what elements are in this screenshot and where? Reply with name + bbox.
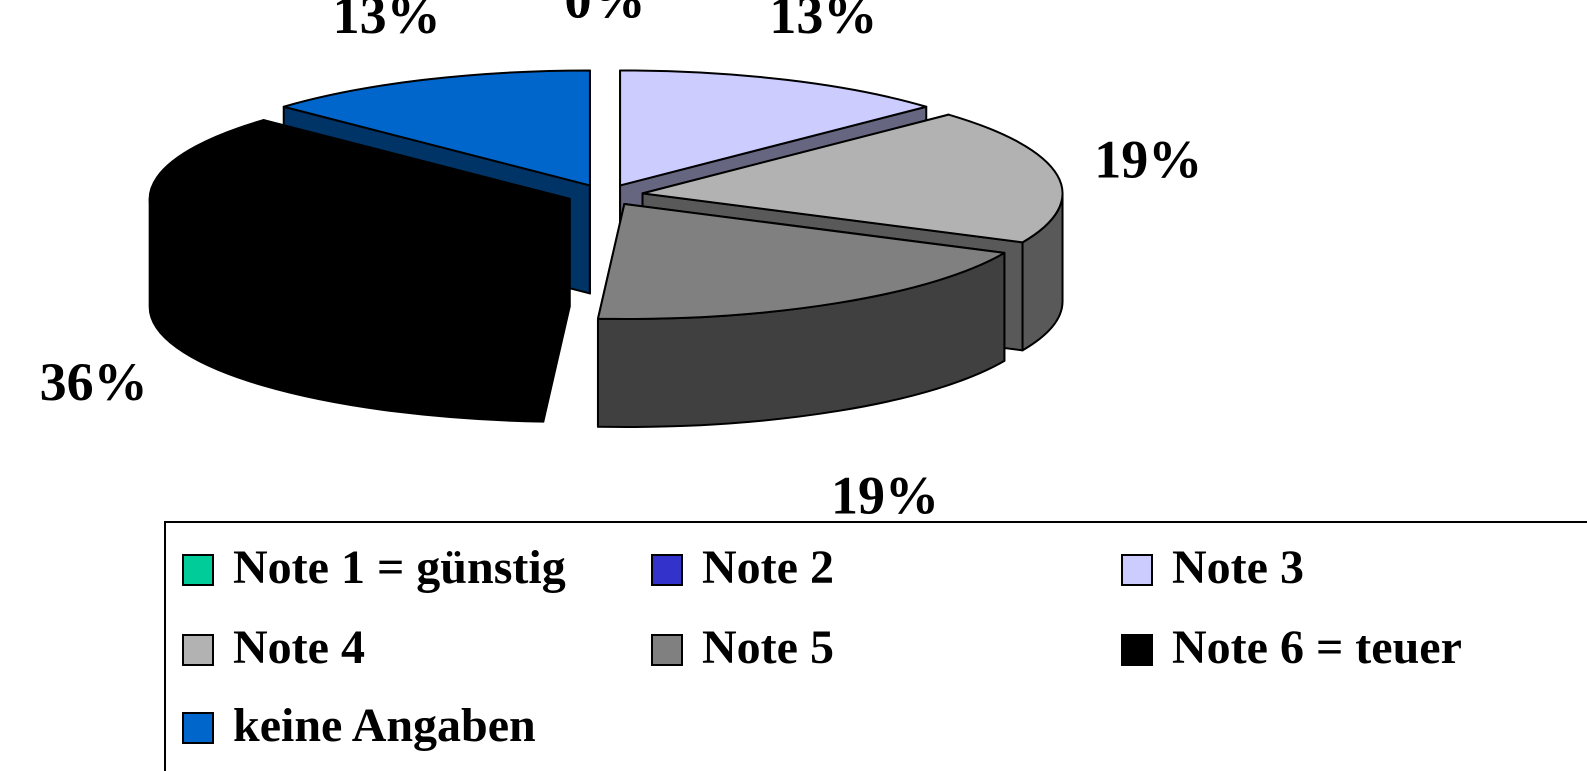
legend-swatch	[182, 634, 214, 666]
legend-label: Note 3	[1172, 541, 1304, 594]
legend-swatch	[651, 554, 683, 586]
legend-box	[164, 521, 1587, 771]
data-label: 19%	[831, 465, 939, 525]
legend-label: Note 2	[702, 541, 834, 594]
legend-label: Note 5	[702, 621, 834, 674]
data-label: 36%	[40, 352, 148, 412]
slice	[596, 202, 1006, 428]
slice-top	[596, 202, 1006, 320]
legend-label: Note 6 = teuer	[1172, 621, 1462, 674]
data-label: 0%	[565, 0, 646, 29]
legend-swatch	[651, 634, 683, 666]
legend-label: keine Angaben	[233, 699, 536, 752]
legend-label: Note 1 = günstig	[233, 541, 566, 594]
slice-top	[282, 69, 591, 187]
data-label: 13%	[769, 0, 877, 45]
legend-swatch	[182, 554, 214, 586]
data-label: 0%	[565, 0, 646, 29]
legend-swatch	[1121, 634, 1153, 666]
legend-swatch	[182, 712, 214, 744]
slice	[148, 119, 571, 423]
slice-top	[619, 69, 928, 187]
slice-top	[148, 119, 571, 315]
data-label: 13%	[333, 0, 441, 45]
data-label: 19%	[1094, 130, 1202, 190]
slice-top	[641, 113, 1064, 244]
legend-swatch	[1121, 554, 1153, 586]
legend-label: Note 4	[233, 621, 365, 674]
